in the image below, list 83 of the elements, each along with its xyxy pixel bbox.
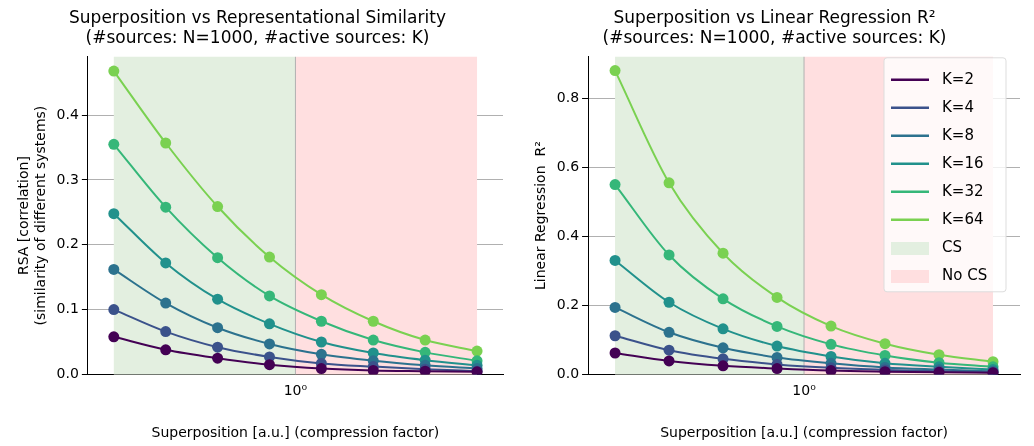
point <box>108 138 120 150</box>
point <box>160 257 172 269</box>
text: 10⁰ <box>283 382 308 399</box>
text: 10⁰ <box>792 382 817 399</box>
point <box>879 338 891 350</box>
y-axis-title: RSA [correlation] (similarity of different systems) <box>15 105 48 326</box>
point <box>825 320 837 332</box>
point <box>263 359 275 371</box>
point <box>609 330 621 342</box>
point <box>315 289 327 301</box>
point <box>108 331 120 343</box>
point <box>663 296 675 308</box>
point <box>663 326 675 338</box>
point <box>367 365 379 375</box>
point <box>609 65 621 77</box>
point <box>263 318 275 330</box>
point <box>212 201 224 213</box>
point <box>717 323 729 335</box>
y-tick-label: 0.0 <box>556 365 580 382</box>
annotation: No CS <box>942 265 988 284</box>
y-tick-label: 0.3 <box>56 170 79 187</box>
point <box>825 338 837 350</box>
legend-label: K=16 <box>942 153 984 172</box>
point <box>212 341 224 353</box>
point <box>663 355 675 367</box>
legend-label: K=64 <box>942 209 984 228</box>
point <box>108 208 120 220</box>
x-axis-title: Superposition [a.u.] (compression factor) <box>660 424 948 441</box>
point <box>771 363 783 375</box>
point <box>160 344 172 356</box>
point <box>212 322 224 334</box>
point <box>263 338 275 350</box>
point <box>108 263 120 275</box>
x-axis-title: Superposition [a.u.] (compression factor) <box>151 424 440 441</box>
y-tick-label: 0.2 <box>56 235 79 252</box>
point <box>315 348 327 360</box>
point <box>160 201 172 213</box>
point <box>367 334 379 346</box>
y-tick-label: 0.1 <box>56 300 79 317</box>
point <box>771 320 783 332</box>
legend-label: K=32 <box>942 181 984 200</box>
point <box>771 340 783 352</box>
y-axis-title: Linear Regression R² <box>532 141 549 290</box>
point <box>160 326 172 338</box>
point <box>263 290 275 302</box>
point <box>609 347 621 359</box>
point <box>609 254 621 266</box>
point <box>771 291 783 303</box>
point <box>212 252 224 264</box>
legend-label: K=8 <box>942 125 974 144</box>
chart-title: Superposition vs Linear Regression R² (#sources: N=1000, #active sources: K) <box>602 6 947 48</box>
point <box>717 342 729 354</box>
point <box>212 352 224 364</box>
point <box>717 293 729 305</box>
point <box>717 360 729 372</box>
annotation: CS <box>942 237 962 256</box>
y-tick-label: 0.8 <box>556 88 580 105</box>
point <box>367 315 379 327</box>
point <box>160 137 172 149</box>
legend-label: K=4 <box>942 97 974 116</box>
point <box>315 336 327 348</box>
y-tick-label: 0.2 <box>556 296 580 312</box>
point <box>212 293 224 305</box>
chart-title: Superposition vs Representational Similarity (#sources: N=1000, #active sources: K) <box>69 6 446 48</box>
point <box>663 177 675 189</box>
point <box>663 344 675 356</box>
point <box>663 249 675 261</box>
y-tick-label: 0.0 <box>56 365 79 382</box>
y-tick-label: 0.6 <box>556 157 580 174</box>
point <box>471 345 483 357</box>
y-tick-label: 0.4 <box>556 226 580 243</box>
point <box>315 315 327 327</box>
legend-label: K=2 <box>942 69 974 88</box>
point <box>160 297 172 309</box>
point <box>419 334 431 346</box>
point <box>609 179 621 191</box>
y-tick-label: 0.4 <box>56 105 79 122</box>
point <box>108 304 120 316</box>
point <box>108 65 120 77</box>
point <box>609 301 621 313</box>
point <box>315 363 327 375</box>
point <box>263 251 275 263</box>
point <box>717 247 729 259</box>
